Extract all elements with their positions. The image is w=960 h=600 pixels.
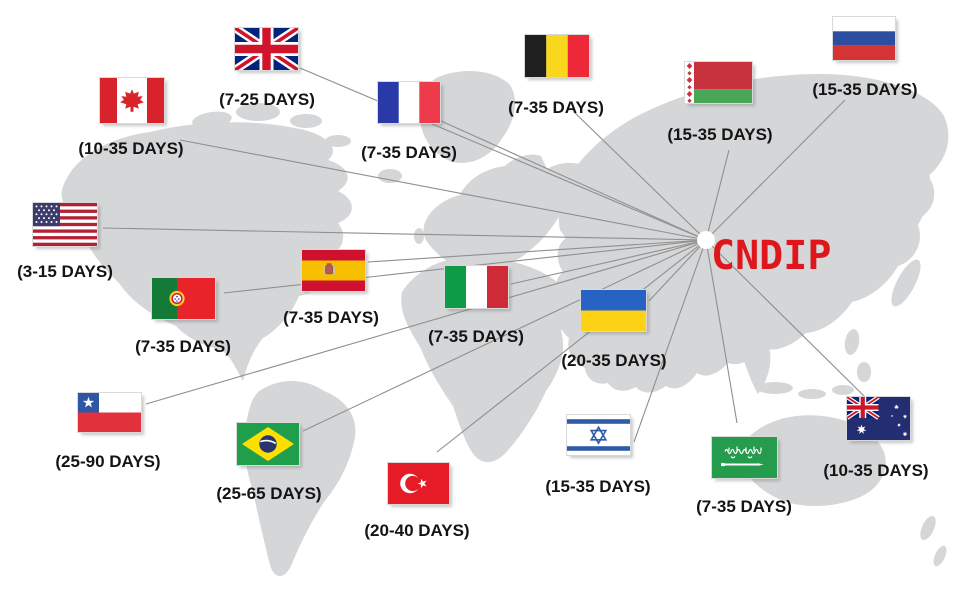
turkey-flag-icon: [388, 463, 449, 504]
shipping-days-label: (7-35 DAYS): [508, 98, 604, 117]
connector-italy: [510, 239, 707, 285]
connector-france: [440, 120, 707, 241]
connector-belarus: [705, 149, 730, 241]
connector-israel: [633, 239, 707, 443]
usa-flag-icon: [33, 203, 97, 246]
shipping-days-label: (15-35 DAYS): [812, 80, 918, 99]
shipping-days-label: (10-35 DAYS): [78, 139, 184, 158]
country-saudi-arabia: (7-35 DAYS): [696, 437, 792, 516]
shipping-days-label: (7-35 DAYS): [696, 497, 792, 516]
brand-title: CNDIP: [711, 233, 832, 279]
country-turkey: (20-40 DAYS): [364, 463, 470, 540]
france-flag-icon: [378, 82, 440, 123]
connector-ukraine: [648, 239, 707, 302]
country-united-kingdom: (7-25 DAYS): [219, 28, 315, 109]
country-italy: (7-35 DAYS): [428, 266, 524, 346]
shipping-days-label: (20-35 DAYS): [561, 351, 667, 370]
connector-chile: [145, 239, 707, 405]
country-brazil: (25-65 DAYS): [216, 423, 322, 503]
saudi-arabia-flag-icon: [712, 437, 777, 478]
country-belgium: (7-35 DAYS): [508, 35, 604, 117]
shipping-days-label: (25-90 DAYS): [55, 452, 161, 471]
shipping-days-label: (7-35 DAYS): [283, 308, 379, 327]
connector-usa: [102, 227, 707, 241]
connector-russia: [705, 99, 846, 241]
portugal-flag-icon: [152, 278, 215, 319]
connector-turkey: [436, 239, 707, 453]
country-israel: (15-35 DAYS): [545, 415, 651, 496]
country-canada: (10-35 DAYS): [78, 78, 184, 158]
united-kingdom-flag-icon: [235, 28, 298, 70]
country-belarus: (15-35 DAYS): [667, 62, 773, 144]
connector-belgium: [573, 111, 707, 241]
shipping-days-label: (15-35 DAYS): [545, 477, 651, 496]
country-chile: (25-90 DAYS): [55, 393, 161, 471]
russia-flag-icon: [833, 17, 895, 60]
shipping-days-label: (10-35 DAYS): [823, 461, 929, 480]
continents: [61, 70, 949, 576]
australia-flag-icon: [847, 397, 910, 440]
canada-flag-icon: [100, 78, 164, 123]
spain-flag-icon: [302, 250, 365, 291]
shipping-days-label: (20-40 DAYS): [364, 521, 470, 540]
country-australia: (10-35 DAYS): [823, 397, 929, 480]
italy-flag-icon: [445, 266, 508, 308]
shipping-days-label: (7-35 DAYS): [135, 337, 231, 356]
connector-saudi-arabia: [705, 239, 738, 424]
country-spain: (7-35 DAYS): [283, 250, 379, 327]
ukraine-flag-icon: [581, 290, 646, 331]
chile-flag-icon: [78, 393, 141, 432]
shipping-days-label: (7-25 DAYS): [219, 90, 315, 109]
connector-australia: [705, 239, 865, 397]
country-portugal: (7-35 DAYS): [135, 278, 231, 356]
country-france: (7-35 DAYS): [361, 82, 457, 162]
belarus-flag-icon: [685, 62, 752, 103]
brazil-flag-icon: [237, 423, 299, 465]
country-ukraine: (20-35 DAYS): [561, 290, 667, 370]
israel-flag-icon: [567, 415, 630, 455]
shipping-days-label: (3-15 DAYS): [17, 262, 113, 281]
shipping-days-label: (15-35 DAYS): [667, 125, 773, 144]
shipping-days-label: (25-65 DAYS): [216, 484, 322, 503]
country-usa: (3-15 DAYS): [17, 203, 113, 281]
shipping-days-label: (7-35 DAYS): [428, 327, 524, 346]
hub-burst: [697, 231, 715, 249]
connector-spain: [367, 239, 707, 263]
connector-united-kingdom: [299, 67, 707, 241]
shipping-days-label: (7-35 DAYS): [361, 143, 457, 162]
country-russia: (15-35 DAYS): [812, 17, 918, 99]
connector-brazil: [302, 239, 707, 432]
belgium-flag-icon: [525, 35, 589, 77]
connector-canada: [179, 139, 707, 241]
